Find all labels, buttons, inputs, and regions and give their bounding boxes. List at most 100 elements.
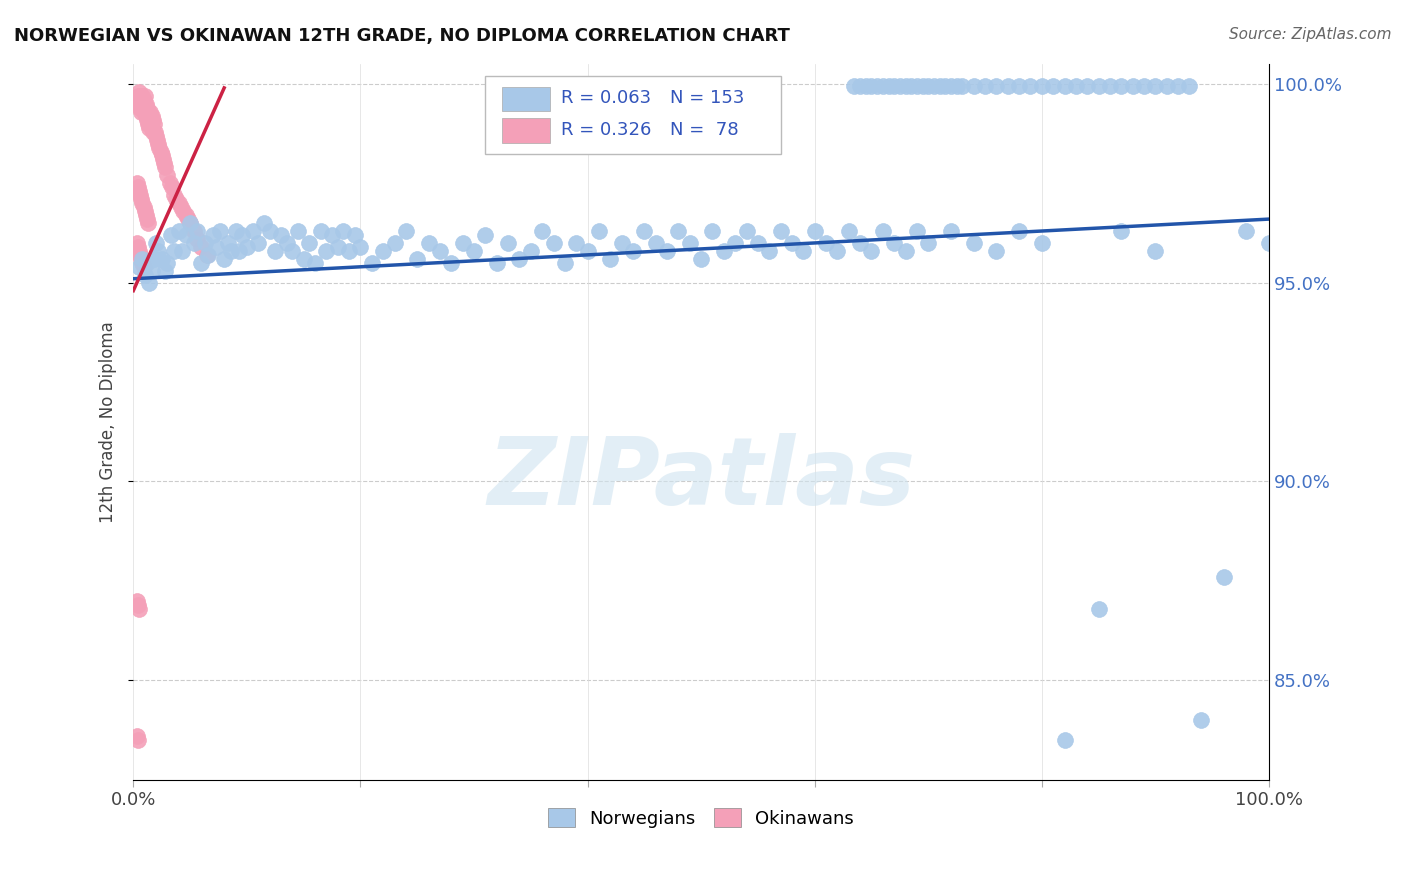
Point (668, 224, 690, 238)
Point (136, 101, 159, 115)
Point (792, 244, 814, 258)
Point (159, 177, 181, 191)
Point (136, 117, 159, 131)
Point (125, 93, 148, 107)
Point (136, 104, 159, 119)
Point (844, 78, 866, 93)
Point (1258, 235, 1281, 250)
Point (1053, 78, 1076, 93)
Point (963, 78, 986, 93)
Point (131, 88, 153, 103)
Point (1144, 78, 1167, 93)
Point (986, 78, 1008, 93)
Point (135, 96, 157, 111)
Text: R = 0.326: R = 0.326 (561, 121, 652, 139)
Point (150, 148, 173, 162)
Point (1212, 570, 1234, 584)
Point (588, 224, 610, 238)
Point (205, 240, 228, 254)
Point (142, 125, 165, 139)
Point (1122, 78, 1144, 93)
Point (298, 235, 321, 250)
Point (1042, 78, 1064, 93)
Point (655, 244, 678, 258)
Point (963, 235, 986, 250)
Point (128, 244, 150, 258)
Point (134, 101, 156, 115)
Point (186, 224, 208, 238)
Y-axis label: 12th Grade, No Diploma: 12th Grade, No Diploma (100, 321, 117, 523)
Point (212, 252, 235, 266)
Point (1156, 78, 1178, 93)
Point (1008, 224, 1031, 238)
Point (1111, 78, 1133, 93)
Point (877, 78, 900, 93)
Point (236, 240, 259, 254)
Point (883, 78, 905, 93)
Point (554, 256, 576, 270)
Point (474, 227, 496, 242)
Point (270, 227, 292, 242)
Point (520, 244, 543, 258)
Point (132, 200, 155, 214)
Point (135, 109, 157, 123)
Point (242, 224, 264, 238)
Point (543, 235, 565, 250)
Point (1189, 713, 1212, 727)
Point (134, 88, 156, 103)
Text: NORWEGIAN VS OKINAWAN 12TH GRADE, NO DIPLOMA CORRELATION CHART: NORWEGIAN VS OKINAWAN 12TH GRADE, NO DIP… (14, 27, 790, 45)
Point (167, 224, 190, 238)
Point (1098, 78, 1121, 93)
Point (217, 235, 239, 250)
FancyBboxPatch shape (502, 87, 550, 112)
Point (1234, 224, 1257, 238)
Point (142, 252, 165, 266)
Point (148, 244, 170, 258)
Point (177, 212, 200, 227)
Point (872, 78, 894, 93)
Point (208, 224, 231, 238)
Point (166, 192, 188, 206)
Text: R = 0.063: R = 0.063 (561, 89, 651, 107)
Point (939, 78, 962, 93)
Point (429, 244, 451, 258)
Point (190, 240, 212, 254)
Point (360, 256, 382, 270)
Point (128, 601, 150, 615)
Point (142, 117, 165, 131)
Point (747, 235, 769, 250)
Point (174, 227, 197, 242)
Point (287, 224, 309, 238)
Point (128, 96, 150, 111)
Point (152, 153, 174, 167)
Point (724, 235, 747, 250)
Point (139, 104, 162, 119)
Point (183, 224, 205, 238)
Point (599, 252, 621, 266)
Point (849, 78, 872, 93)
Point (228, 244, 250, 258)
Point (633, 224, 655, 238)
Point (621, 244, 644, 258)
Point (153, 264, 176, 278)
Point (127, 88, 149, 103)
Point (939, 224, 962, 238)
Point (281, 244, 304, 258)
Point (894, 78, 917, 93)
Point (1087, 78, 1109, 93)
Point (134, 268, 156, 282)
Point (315, 244, 337, 258)
Point (138, 109, 160, 123)
Point (1111, 224, 1133, 238)
Point (894, 244, 917, 258)
Point (337, 244, 360, 258)
Point (934, 78, 956, 93)
Point (309, 224, 332, 238)
Point (139, 117, 162, 131)
Point (174, 208, 197, 222)
Point (986, 244, 1008, 258)
Point (928, 78, 950, 93)
Point (905, 224, 928, 238)
Text: N = 153: N = 153 (671, 89, 745, 107)
Point (860, 244, 883, 258)
